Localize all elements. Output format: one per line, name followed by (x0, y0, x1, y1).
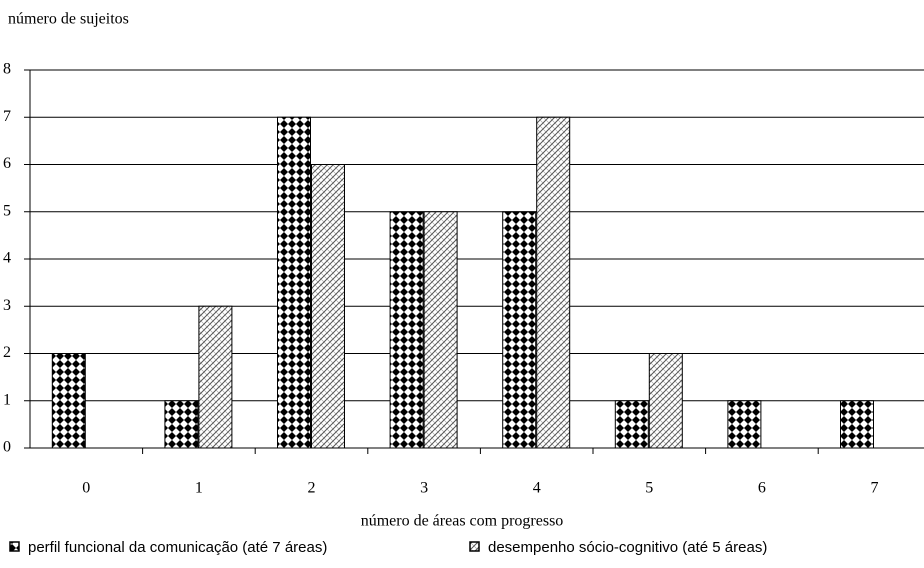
bar (198, 305, 233, 449)
x-tick-label: 4 (533, 480, 541, 497)
bar (389, 211, 424, 449)
bar (311, 164, 345, 449)
bar (648, 353, 683, 449)
y-axis-title: número de sujeitos (8, 11, 129, 28)
y-tick-label: 1 (3, 391, 11, 408)
y-tick-label: 7 (3, 108, 11, 125)
bar (614, 400, 649, 449)
bar (423, 211, 458, 449)
x-tick-label: 1 (195, 480, 203, 497)
x-tick-label: 7 (871, 480, 879, 497)
x-tick-label: 0 (82, 480, 90, 497)
bar (536, 116, 571, 449)
bar (727, 400, 762, 449)
y-tick-label: 3 (3, 297, 11, 314)
y-tick-label: 2 (3, 344, 11, 361)
y-tick-label: 8 (3, 61, 11, 78)
x-tick-label: 2 (308, 480, 316, 497)
legend-label: desempenho sócio-cognitivo (até 5 áreas) (488, 539, 767, 556)
x-tick-label: 6 (758, 480, 766, 497)
y-tick-label: 6 (3, 155, 11, 172)
bar (164, 400, 199, 449)
x-axis-title: número de áreas com progresso (361, 513, 564, 530)
y-tick-label: 5 (3, 202, 11, 219)
bar (51, 353, 86, 449)
y-tick-label: 0 (3, 439, 11, 456)
x-tick-label: 3 (420, 480, 428, 497)
bar (840, 400, 874, 449)
bar (277, 116, 311, 449)
legend-swatch (9, 541, 20, 552)
bar (502, 211, 537, 449)
legend-label: perfil funcional da comunicação (até 7 á… (28, 539, 327, 556)
x-tick-label: 5 (645, 480, 653, 497)
y-tick-label: 4 (3, 250, 11, 267)
legend-swatch (469, 541, 480, 552)
